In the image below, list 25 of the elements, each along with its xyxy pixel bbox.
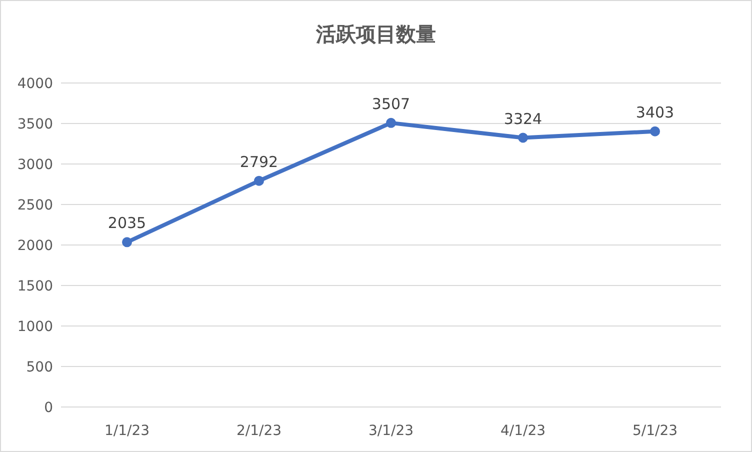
x-tick-label: 5/1/23 xyxy=(632,422,678,439)
y-tick-label: 3500 xyxy=(17,116,53,132)
point xyxy=(254,176,264,186)
x-tick-label: 4/1/23 xyxy=(500,422,546,439)
y-tick-label: 1000 xyxy=(17,318,53,335)
point xyxy=(122,237,132,248)
point xyxy=(518,132,528,143)
point xyxy=(650,126,660,136)
x-tick-label: 3/1/23 xyxy=(368,422,414,439)
x-tick-label: 1/1/23 xyxy=(104,422,150,439)
y-tick-label: 0 xyxy=(44,400,53,416)
y-tick-label: 3000 xyxy=(17,156,53,173)
y-tick-label: 1500 xyxy=(17,278,53,294)
x-tick-label: 2/1/23 xyxy=(236,422,282,439)
data-label: 3403 xyxy=(636,103,674,122)
data-label: 2035 xyxy=(108,214,146,232)
chart-title: 活跃项目数量 xyxy=(314,21,437,48)
y-tick-label: 2500 xyxy=(17,197,53,214)
y-tick-label: 500 xyxy=(26,359,53,376)
y-tick-label: 4000 xyxy=(17,76,53,92)
point xyxy=(386,118,396,128)
data-label: 3507 xyxy=(372,94,410,113)
data-label: 3324 xyxy=(504,110,542,128)
y-tick-label: 2000 xyxy=(17,238,53,254)
data-label: 2792 xyxy=(240,152,278,171)
